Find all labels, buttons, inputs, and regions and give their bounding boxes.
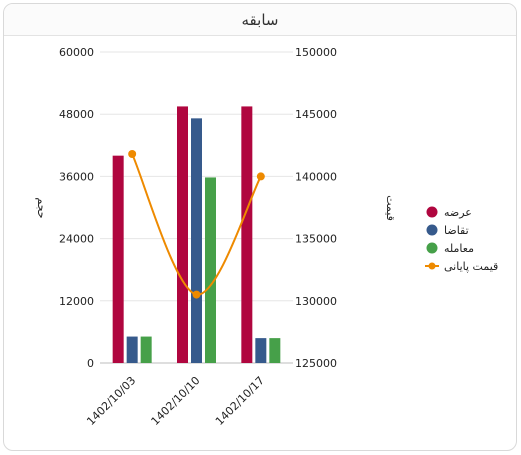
legend-item-4[interactable]: قیمت پایانی	[425, 260, 498, 273]
legend-label: معامله	[444, 242, 474, 255]
right-tick-label: 135000	[295, 233, 337, 246]
left-tick-label: 60000	[59, 46, 94, 59]
left-tick-label: 24000	[59, 233, 94, 246]
left-tick-label: 12000	[59, 295, 94, 308]
panel-title: سابقه	[241, 10, 279, 29]
right-tick-label: 130000	[295, 295, 337, 308]
legend-item-2[interactable]: تقاضا	[426, 224, 469, 237]
panel-header: سابقه	[4, 4, 516, 36]
legend-swatch	[426, 206, 438, 218]
legend-item-1[interactable]: عرضه	[426, 206, 472, 219]
bar-3-3[interactable]	[269, 338, 281, 363]
left-axis-ticks: 0 12000 24000 36000 48000 60000	[59, 46, 94, 370]
price-point-2[interactable]	[192, 290, 201, 299]
bar-2-1[interactable]	[126, 336, 138, 363]
x-tick-label: 1402/10/03	[84, 374, 138, 428]
left-axis-label: حجم	[35, 197, 48, 218]
bar-1-3[interactable]	[241, 106, 253, 364]
legend-label: تقاضا	[444, 224, 469, 237]
legend-label: قیمت پایانی	[444, 260, 498, 273]
bar-3-2[interactable]	[205, 177, 216, 363]
bar-1-2[interactable]	[177, 106, 188, 364]
bar-1-1[interactable]	[112, 155, 124, 363]
chart-price-line	[128, 150, 265, 299]
left-tick-label: 36000	[59, 170, 94, 183]
bar-3-1[interactable]	[140, 336, 152, 363]
left-tick-label: 48000	[59, 108, 94, 121]
x-axis-ticks: 1402/10/03 1402/10/10 1402/10/17	[84, 374, 267, 428]
right-axis-ticks: 125000 130000 135000 140000 145000 150000	[295, 46, 337, 370]
left-tick-label: 0	[87, 357, 94, 370]
legend-line-marker	[428, 262, 436, 270]
right-tick-label: 150000	[295, 46, 337, 59]
x-tick-label: 1402/10/17	[213, 374, 267, 428]
right-tick-label: 140000	[295, 170, 337, 183]
chart-bars	[112, 106, 281, 364]
legend-item-3[interactable]: معامله	[426, 242, 475, 255]
price-point-3[interactable]	[256, 172, 265, 181]
bar-2-3[interactable]	[255, 338, 267, 363]
bar-2-2[interactable]	[191, 118, 202, 363]
right-axis-label: قیمت	[384, 195, 397, 221]
legend-swatch	[426, 224, 438, 236]
price-point-1[interactable]	[128, 150, 137, 159]
legend-swatch	[426, 242, 438, 254]
right-tick-label: 125000	[295, 357, 337, 370]
x-tick-label: 1402/10/10	[149, 374, 203, 428]
chart-legend: عرضه تقاضا معامله قیمت پایانی	[425, 206, 498, 273]
legend-label: عرضه	[444, 206, 472, 219]
right-tick-label: 145000	[295, 108, 337, 121]
